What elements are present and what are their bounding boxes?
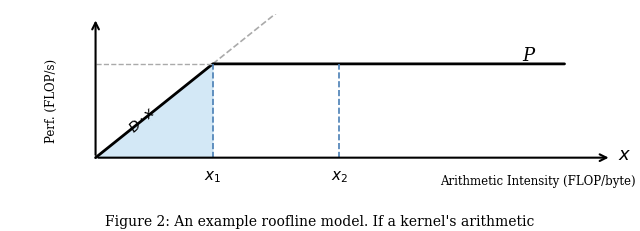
Text: $D \cdot x$: $D \cdot x$ (126, 105, 159, 136)
Text: P: P (522, 47, 534, 65)
Text: $x$: $x$ (618, 146, 632, 164)
Polygon shape (95, 64, 212, 158)
Text: $x_1$: $x_1$ (204, 169, 221, 185)
Text: Figure 2: An example roofline model. If a kernel's arithmetic: Figure 2: An example roofline model. If … (106, 215, 534, 229)
Text: Perf. (FLOP/s): Perf. (FLOP/s) (45, 59, 58, 143)
Text: $x_2$: $x_2$ (331, 169, 348, 185)
Text: Arithmetic Intensity (FLOP/byte): Arithmetic Intensity (FLOP/byte) (440, 175, 636, 188)
